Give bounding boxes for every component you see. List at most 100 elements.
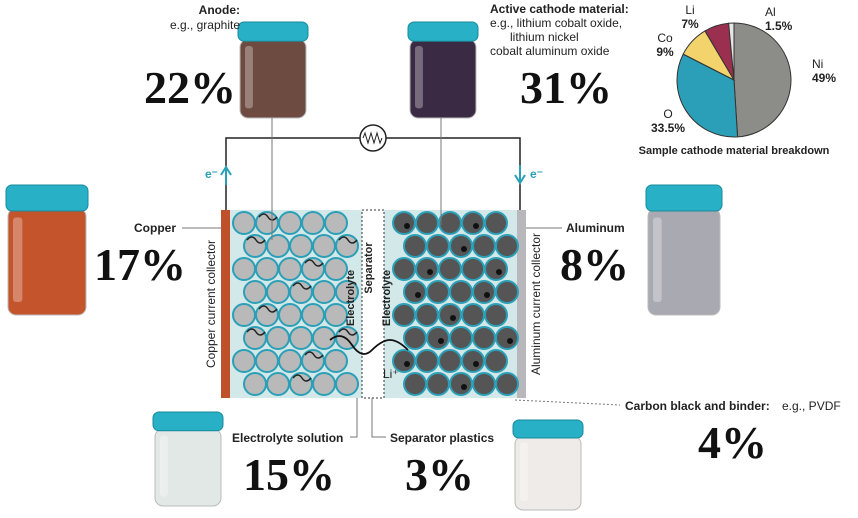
cathode-particle (426, 234, 450, 258)
graphite-particle (243, 280, 267, 304)
cathode-particle (472, 280, 496, 304)
cathode-particle (438, 303, 462, 327)
cathode-particle (472, 326, 496, 350)
cathode-particle (461, 349, 485, 373)
lithium-ion (484, 292, 490, 298)
cathode-particle (484, 257, 508, 281)
pie-slice (733, 22, 792, 138)
anode-label: Anode: (199, 3, 240, 17)
lithium-ion (438, 338, 444, 344)
layout (5, 21, 723, 511)
electron-label: e⁻ (530, 167, 543, 181)
jar-shine (245, 46, 253, 109)
cathode-particle (472, 372, 496, 396)
separator-plastics-percent: 3% (405, 449, 474, 500)
binder (338, 236, 358, 244)
graphite-particle (335, 326, 359, 350)
cathode-particle (461, 303, 485, 327)
cathode-particle (426, 280, 450, 304)
graphite-particle (335, 280, 359, 304)
cathode-particle (403, 280, 427, 304)
ion-path (329, 335, 409, 355)
cathode-particle (426, 372, 450, 396)
cathode-particle (438, 257, 462, 281)
cathode-particle (449, 326, 473, 350)
cathode-particle (449, 234, 473, 258)
pie-value-label: 33.5% (651, 121, 685, 135)
electrolyte-label: Electrolyte (345, 270, 357, 326)
graphite-particle (278, 303, 302, 327)
aluminum-jar (645, 184, 723, 316)
graphite-particle (289, 234, 313, 258)
carbon-black-percent: 4% (698, 417, 767, 468)
lithium-ion (461, 384, 467, 390)
cathode-particle (495, 372, 519, 396)
graphite-particle (255, 349, 279, 373)
cathode-particle (495, 280, 519, 304)
graphite-particle (301, 303, 325, 327)
electron-arrow (220, 165, 232, 185)
ion-label: Li⁺ (383, 367, 399, 381)
electrolyte-label: Electrolyte (381, 270, 393, 326)
pie-category-label: Co (657, 31, 673, 45)
cathode-particle (426, 326, 450, 350)
cathode-particle (403, 372, 427, 396)
graphite-particle (278, 349, 302, 373)
lithium-ion (496, 269, 502, 275)
cathode-particle (484, 349, 508, 373)
cathode-particle (438, 349, 462, 373)
graphite-particle (232, 303, 256, 327)
graphite-particle (335, 234, 359, 258)
aluminum-label: Aluminum (566, 221, 625, 235)
pie-value-label: 9% (656, 45, 674, 59)
resistor-zigzag (362, 131, 383, 145)
binder (338, 328, 358, 336)
separator-plastics-label: Separator plastics (390, 431, 494, 445)
binder (292, 374, 312, 382)
carbon-black-description: e.g., PVDF (782, 399, 841, 413)
aluminum-collector (517, 210, 526, 398)
graphite-particle (278, 211, 302, 235)
copper-collector (221, 210, 230, 398)
jar-lid (5, 184, 89, 212)
binder (258, 305, 278, 313)
graphite-particle (232, 349, 256, 373)
pie-category-label: Al (765, 5, 776, 19)
electrolyte-solution-percent: 15% (243, 449, 335, 500)
binder (246, 236, 266, 244)
leader-line (371, 398, 386, 438)
lithium-ion (461, 246, 467, 252)
cathode-description: e.g., lithium cobalt oxide, (490, 16, 622, 30)
graphite-particle (312, 372, 336, 396)
pie-title: Sample cathode material breakdown (639, 145, 830, 157)
cathode-description: cobalt aluminum oxide (490, 44, 610, 58)
cathode-particle (403, 234, 427, 258)
cathode-particle (495, 326, 519, 350)
jar-shine (160, 435, 168, 497)
graphite-particle (232, 211, 256, 235)
pie-slice (728, 22, 735, 81)
jar-lid (645, 184, 723, 212)
cathode-particle (415, 211, 439, 235)
electrolyte-jar (152, 411, 224, 507)
graphite-particle (255, 257, 279, 281)
jar-lid (512, 419, 584, 439)
copper-percent: 17% (94, 239, 186, 290)
pie-value-label: 1.5% (765, 19, 793, 33)
copper-label: Copper (134, 221, 176, 235)
cathode-particle (403, 326, 427, 350)
graphite-particle (266, 280, 290, 304)
pie-value-label: 7% (681, 17, 699, 31)
cathode-particle (438, 211, 462, 235)
cathode-particle (392, 303, 416, 327)
separator-label: Separator (363, 242, 375, 294)
cathode-particle (461, 257, 485, 281)
binder (292, 282, 312, 290)
binder (258, 213, 278, 221)
jar-shine (415, 46, 423, 109)
carbon-black-label: Carbon black and binder: (625, 399, 770, 413)
cathode-description: lithium nickel (510, 30, 579, 44)
circuit-wire (225, 137, 521, 210)
